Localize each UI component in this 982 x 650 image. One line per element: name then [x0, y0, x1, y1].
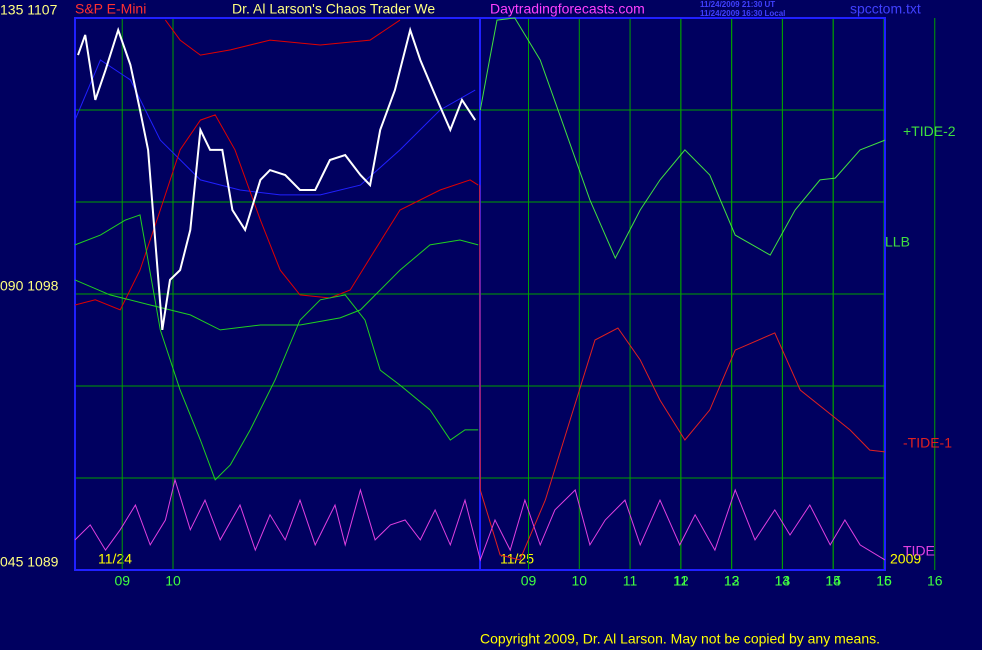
instrument: S&P E-Mini [75, 1, 146, 17]
x-tick-label: 15 [876, 573, 892, 589]
series-line [74, 59, 476, 196]
series-label: TIDE [903, 543, 935, 559]
y-tick-label: 135 1107 [0, 2, 58, 18]
date-label: 11/24 [98, 551, 132, 567]
annotation: LLB [885, 234, 910, 250]
filename: spcctom.txt [850, 1, 921, 17]
series-line [74, 214, 479, 481]
series-line [479, 17, 886, 260]
website: Daytradingforecasts.com [490, 1, 645, 17]
y-tick-label: 045 1089 [0, 554, 59, 570]
x-tick-label: 12 [724, 573, 740, 589]
x-tick-label: 10 [165, 573, 181, 589]
series-line [164, 19, 401, 56]
series-line [77, 26, 477, 331]
x-tick-label: 09 [114, 573, 130, 589]
series-label: +TIDE-2 [903, 123, 956, 139]
x-tick-label: 14 [775, 573, 791, 589]
x-tick-label: 15 [825, 573, 841, 589]
x-tick-label: 10 [571, 573, 587, 589]
timestamp: 11/24/2009 16:30 Local [700, 9, 785, 18]
x-tick-label: 16 [927, 573, 943, 589]
x-tick-label: 13 [724, 573, 740, 589]
x-tick-label: 16 [876, 573, 892, 589]
series-line [74, 477, 886, 562]
series-line [74, 114, 479, 311]
series-label: -TIDE-1 [903, 435, 952, 451]
date-label: 2009 [890, 551, 921, 567]
series-line [74, 239, 479, 331]
x-tick-label: 11 [623, 573, 638, 589]
copyright: Copyright 2009, Dr. Al Larson. May not b… [480, 631, 880, 647]
x-tick-label: 12 [673, 573, 689, 589]
x-tick-label: 11 [674, 573, 689, 589]
series-line [479, 185, 886, 561]
x-tick-label: 14 [825, 573, 841, 589]
y-tick-label: 090 1098 [0, 278, 59, 294]
x-tick-label: 09 [521, 573, 537, 589]
timestamp: 11/24/2009 21:30 UT [700, 0, 775, 9]
x-tick-label: 13 [775, 573, 791, 589]
chart-title: Dr. Al Larson's Chaos Trader We [232, 1, 435, 17]
